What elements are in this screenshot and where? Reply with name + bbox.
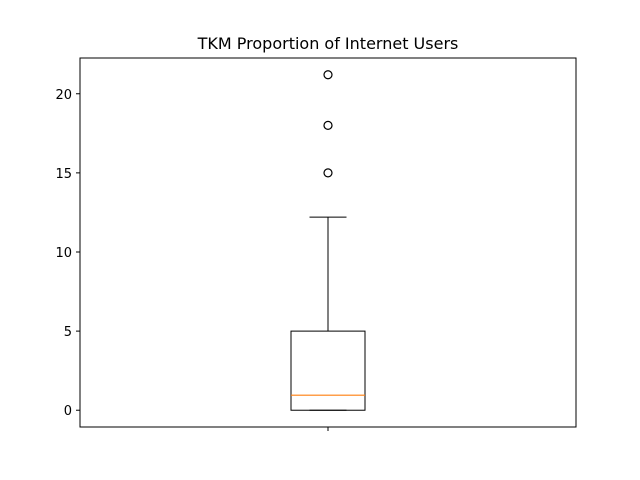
outlier-point — [323, 70, 333, 80]
box-iqr — [290, 330, 366, 411]
y-tick-label: 20 — [55, 88, 72, 103]
y-tick-label: 5 — [64, 325, 72, 340]
y-tick-label: 10 — [55, 246, 72, 261]
y-tick-label: 0 — [64, 404, 72, 419]
outlier-point — [323, 168, 333, 178]
axes-frame — [79, 57, 577, 428]
outlier-point — [323, 120, 333, 131]
chart-title: TKM Proportion of Internet Users — [197, 34, 459, 53]
y-tick-label: 15 — [55, 167, 72, 182]
plot-area: 0 5 10 15 20 — [55, 70, 366, 431]
